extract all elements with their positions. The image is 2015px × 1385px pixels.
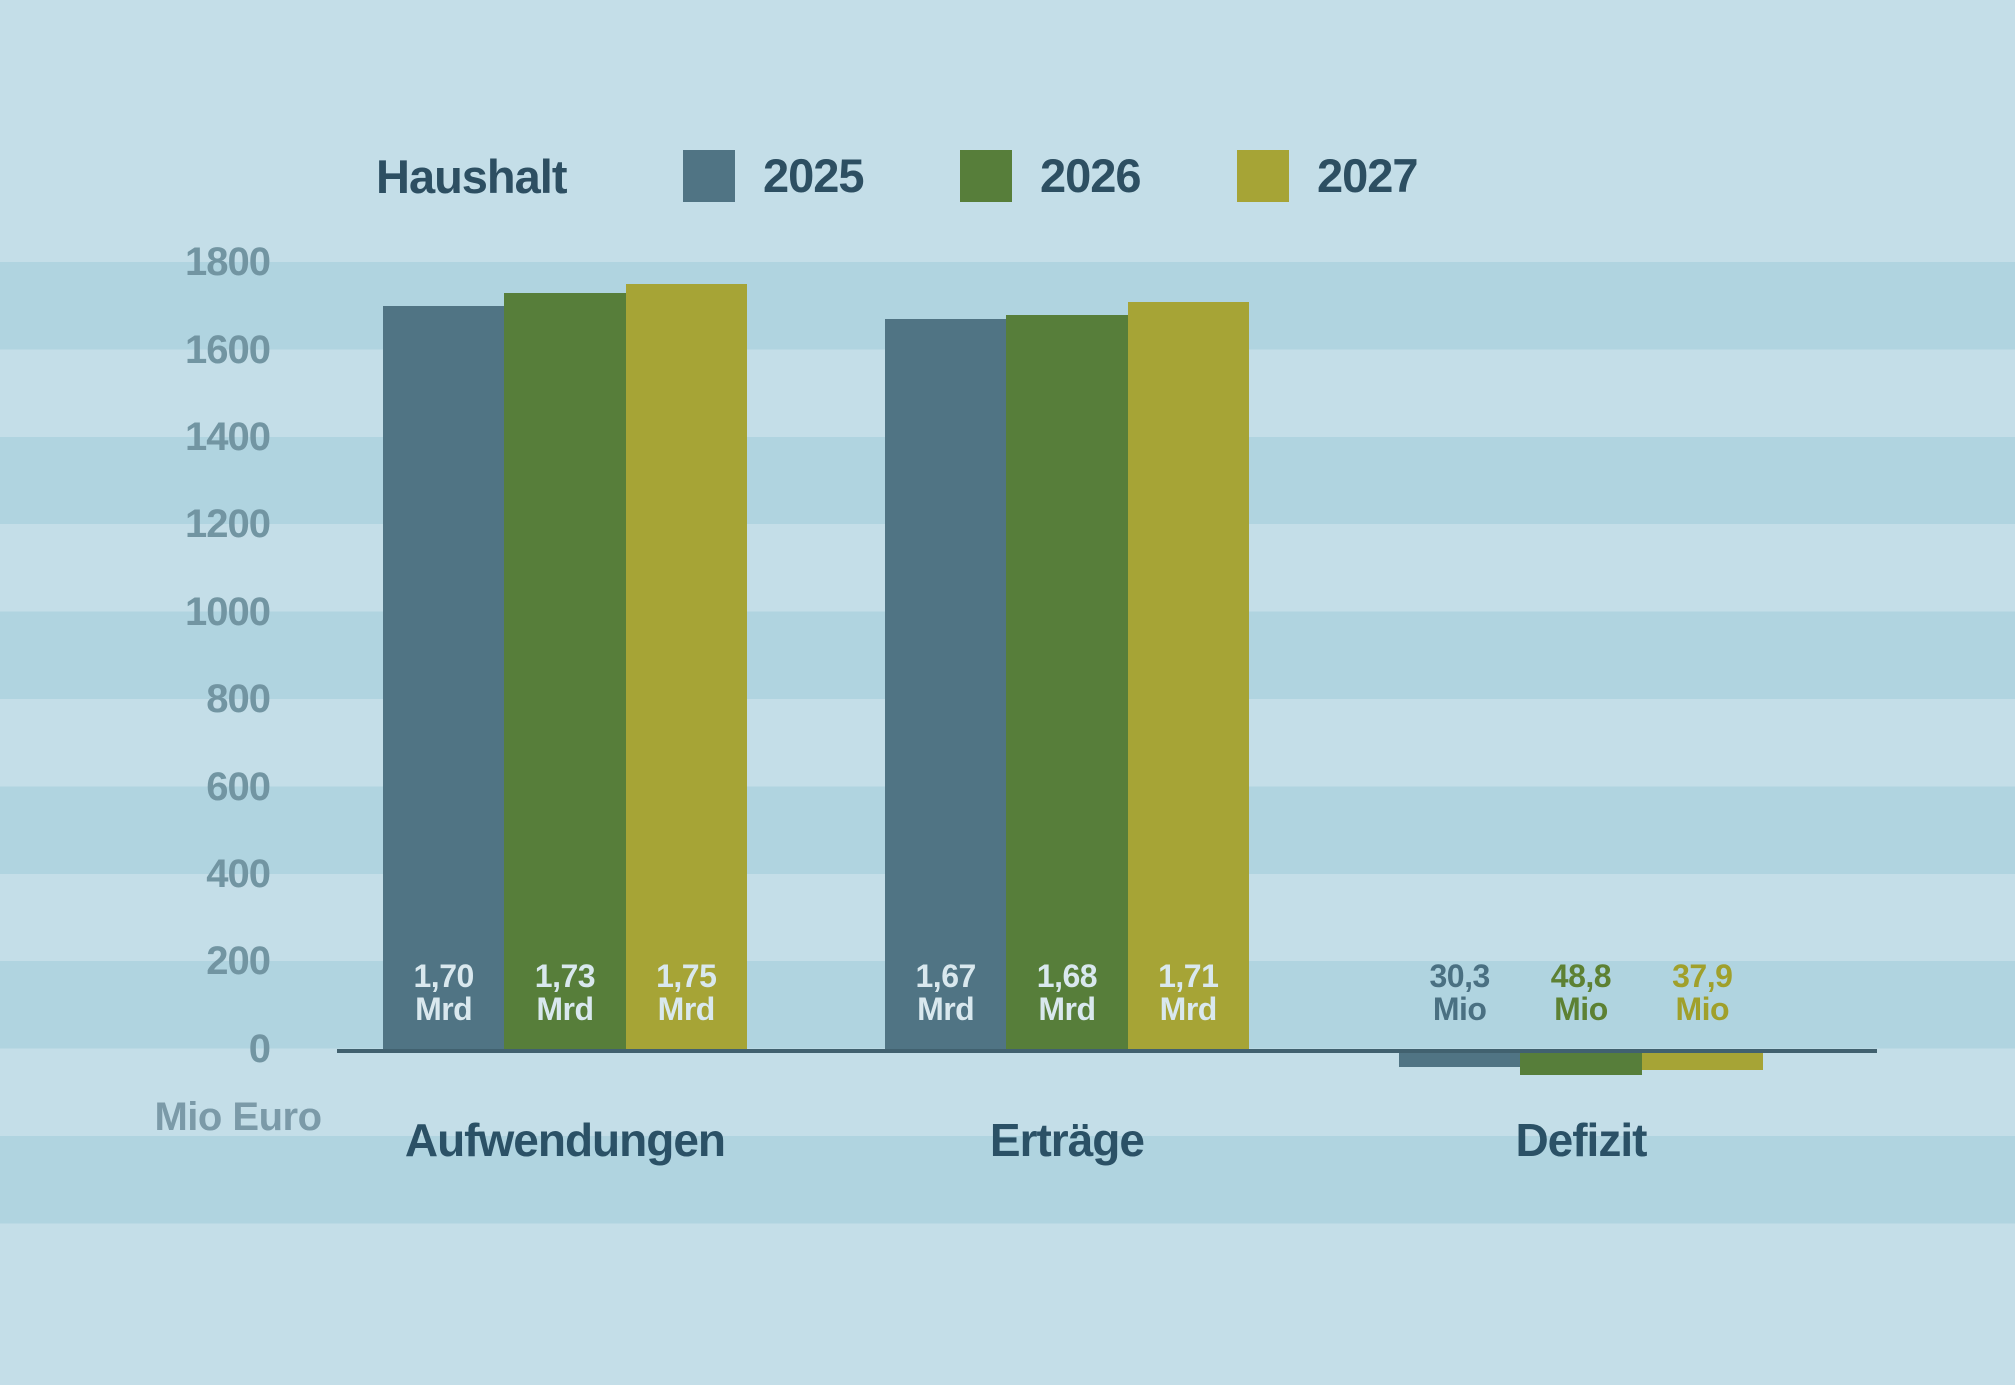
bar-defizit-2025 [1399,1053,1521,1067]
legend-item-2027: 2027 [1237,149,1419,202]
bar-erträge-2025 [885,319,1007,1049]
category-label-aufwendungen: Aufwendungen [404,1114,726,1166]
y-tick-1600: 1600 [185,327,271,372]
y-tick-800: 800 [206,677,271,722]
legend: Haushalt 2025 2026 2027 [0,0,2015,230]
y-tick-1400: 1400 [185,415,271,459]
chart-title: Haushalt [376,150,567,203]
value-label-erträge-2025: 1,67 Mrd [915,958,977,1027]
y-tick-600: 600 [206,764,271,809]
value-label-aufwendungen-2026: 1,73 Mrd [534,958,596,1027]
category-label-erträge: Erträge [989,1114,1145,1166]
y-axis-unit-label: Mio Euro [154,1095,322,1139]
y-tick-200: 200 [206,939,271,984]
value-label-defizit-2026: 48,8 Mio [1550,958,1612,1027]
bar-defizit-2026 [1520,1053,1642,1075]
value-label-erträge-2027: 1,71 Mrd [1158,958,1219,1027]
legend-swatch-2025 [683,150,735,202]
value-label-aufwendungen-2025: 1,70 Mrd [413,958,475,1027]
legend-label-2027: 2027 [1317,149,1419,202]
bar-aufwendungen-2026 [504,292,626,1049]
x-axis-zero-line [337,1048,1877,1054]
value-label-defizit-2025: 30,3 Mio [1429,958,1491,1027]
value-label-aufwendungen-2027: 1,75 Mrd [656,958,717,1027]
bar-erträge-2027 [1127,301,1249,1049]
bar-aufwendungen-2027 [625,284,747,1049]
bar-aufwendungen-2025 [383,305,505,1049]
y-tick-400: 400 [206,852,271,896]
bar-defizit-2027 [1641,1053,1763,1070]
legend-swatch-2026 [960,150,1012,202]
bar-erträge-2026 [1006,314,1128,1049]
legend-item-2025: 2025 [683,149,865,202]
category-label-defizit: Defizit [1515,1114,1647,1166]
y-tick-0: 0 [248,1026,271,1071]
legend-label-2025: 2025 [763,149,865,202]
legend-label-2026: 2026 [1040,149,1142,202]
y-tick-1800: 1800 [185,240,271,285]
legend-item-2026: 2026 [960,149,1142,202]
value-label-erträge-2026: 1,68 Mrd [1036,958,1098,1027]
y-tick-1200: 1200 [185,502,271,547]
value-label-defizit-2027: 37,9 Mio [1672,958,1733,1027]
legend-swatch-2027 [1237,150,1289,202]
y-tick-1000: 1000 [185,589,271,634]
